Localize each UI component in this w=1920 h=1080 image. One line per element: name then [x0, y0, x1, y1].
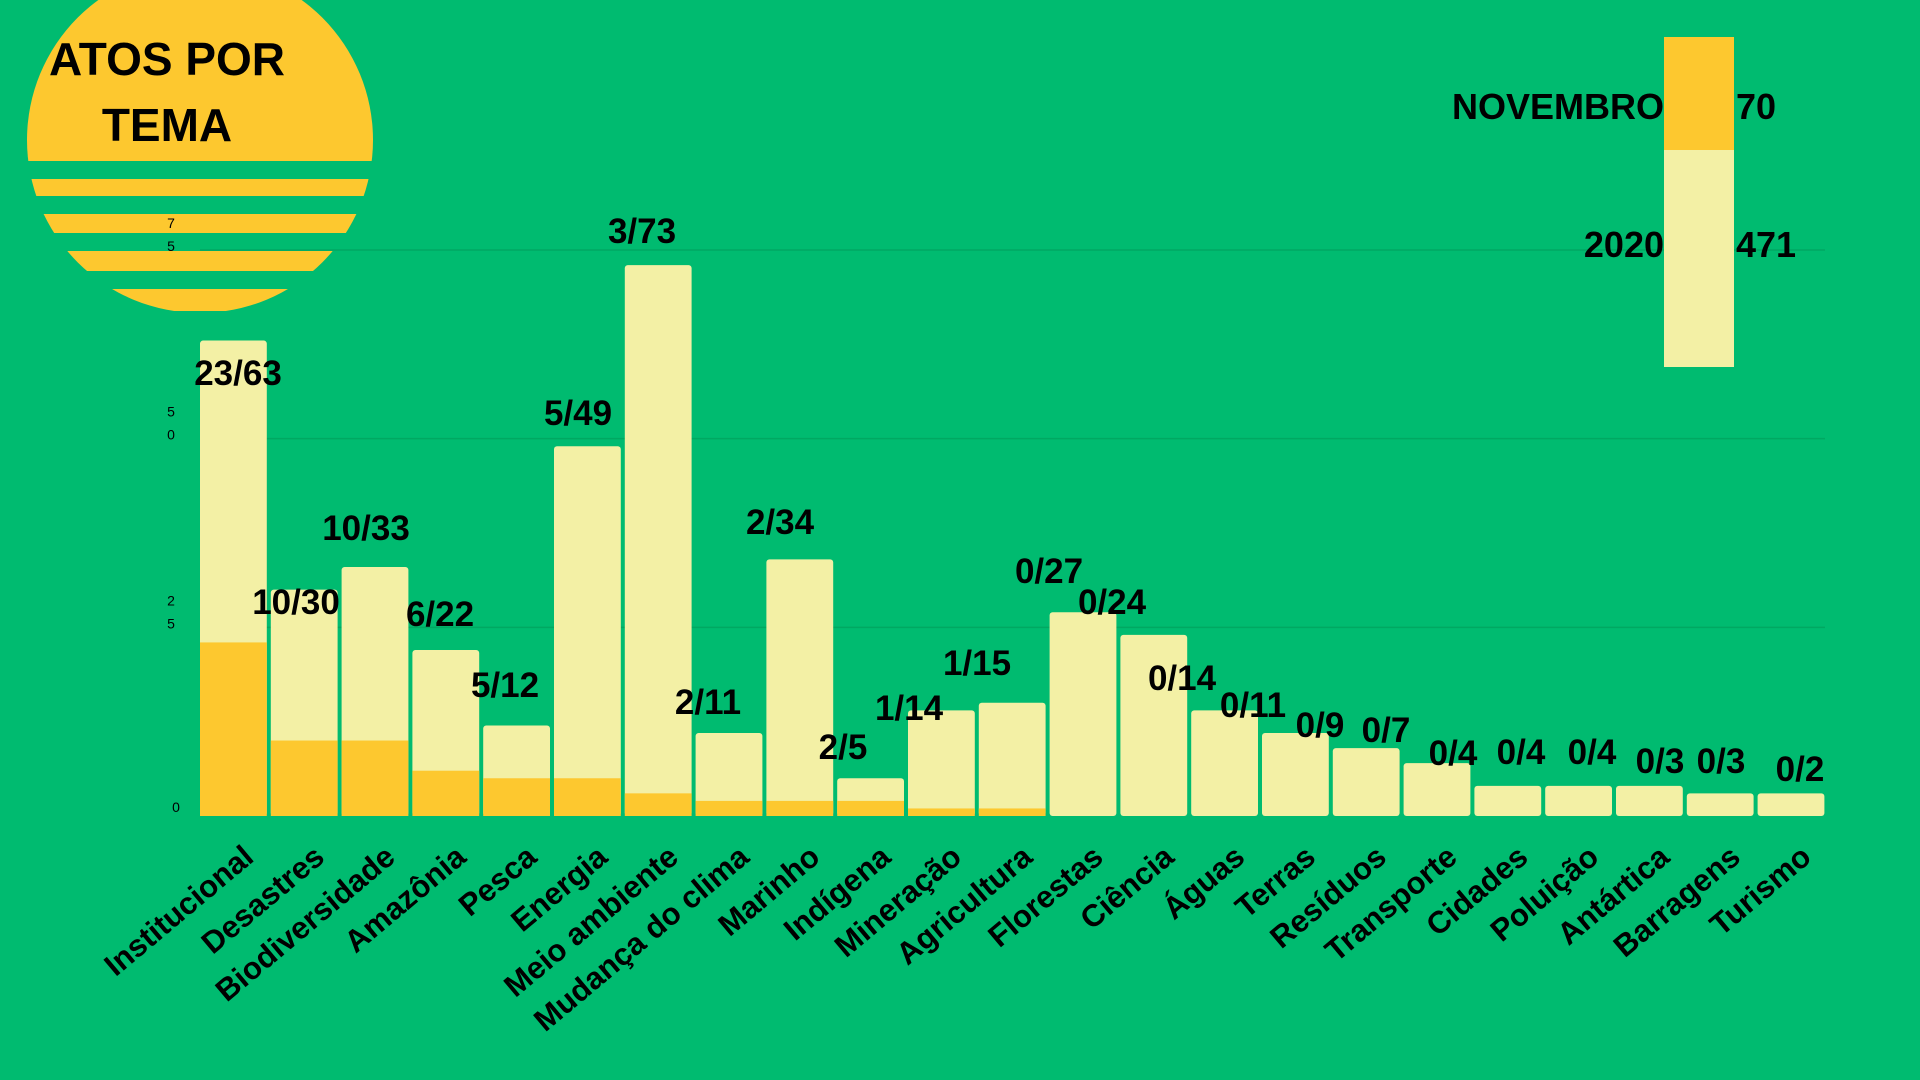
bar-5 [554, 446, 621, 816]
data-label: 2/34 [746, 503, 815, 542]
bar-total [1757, 793, 1825, 816]
bar-13 [1120, 634, 1188, 816]
data-label: 0/24 [1078, 583, 1147, 622]
bar-1 [270, 589, 338, 816]
bar-november [766, 800, 834, 816]
bar-total [695, 732, 763, 816]
bar-17 [1403, 763, 1471, 816]
bar-2 [341, 566, 409, 816]
bar-total [1403, 763, 1471, 816]
data-label: 0/4 [1568, 733, 1617, 772]
title-line-1: ATOS POR [49, 33, 285, 85]
bar-november [341, 740, 409, 816]
data-label: 0/3 [1636, 742, 1685, 781]
bar-november [554, 778, 621, 816]
bar-total [1332, 748, 1400, 816]
bar-november [837, 800, 904, 816]
bar-total [766, 559, 834, 816]
data-label: 0/4 [1429, 734, 1478, 773]
bar-total [978, 702, 1046, 816]
bar-november [412, 770, 480, 816]
data-labels: 23/63 10/30 10/33 6/22 5/12 5/49 3/73 2/11 2/34 2… [194, 212, 1824, 789]
bar-14 [1191, 710, 1258, 816]
data-label: 2/11 [675, 683, 741, 722]
data-label: 3/73 [608, 212, 676, 251]
bars [200, 265, 1825, 816]
data-label: 10/33 [322, 509, 410, 548]
y-tick-label: 0 [172, 799, 180, 815]
bar-november [908, 808, 975, 816]
bar-0 [200, 340, 267, 816]
data-label: 0/3 [1697, 742, 1746, 781]
data-label: 0/4 [1497, 733, 1546, 772]
data-label: 0/2 [1776, 750, 1825, 789]
bar-total [624, 265, 692, 816]
bar-19 [1545, 785, 1612, 816]
bar-november [695, 800, 763, 816]
bar-15 [1262, 732, 1329, 816]
bar-total [1686, 793, 1754, 816]
bar-total [1262, 732, 1329, 816]
data-label: 0/11 [1220, 686, 1286, 725]
bar-22 [1757, 793, 1825, 816]
bar-november [200, 642, 267, 816]
bar-16 [1332, 748, 1400, 816]
legend-label: 2020 [1584, 224, 1664, 265]
legend-label: NOVEMBRO [1452, 86, 1664, 127]
bar-total [1545, 785, 1612, 816]
bar-20 [1616, 785, 1683, 816]
legend-value: 471 [1736, 224, 1796, 265]
chart-title: ATOS POR TEMA [22, 26, 312, 158]
bar-6 [624, 265, 692, 816]
bar-3 [412, 649, 480, 816]
bar-10 [908, 710, 975, 816]
data-label: 0/27 [1015, 552, 1083, 591]
data-label: 1/15 [943, 644, 1011, 683]
data-label: 6/22 [406, 595, 474, 634]
bar-12 [1049, 612, 1117, 816]
bar-november [978, 808, 1046, 816]
bar-4 [483, 725, 550, 816]
legend: NOVEMBRO 70 2020 471 [1452, 37, 1796, 367]
data-label: 5/12 [471, 666, 539, 705]
legend-swatch-2020 [1664, 150, 1734, 367]
bar-total [1616, 785, 1683, 816]
title-line-2: TEMA [101, 99, 233, 151]
data-label: 10/30 [252, 583, 340, 622]
category-label: Águas [1156, 839, 1251, 927]
data-label: 5/49 [544, 394, 612, 433]
legend-value: 70 [1736, 86, 1776, 127]
bar-11 [978, 702, 1046, 816]
data-label: 0/9 [1296, 706, 1345, 745]
data-label: 23/63 [194, 354, 282, 393]
category-labels: InstitucionalDesastresBiodiversidadeAmaz… [98, 838, 1818, 1038]
y-axis-ticks: 0 2 5 5 0 7 5 [167, 215, 180, 815]
bar-november [624, 793, 692, 816]
gridlines [200, 249, 1825, 629]
bar-total [554, 446, 621, 816]
bar-18 [1474, 785, 1542, 816]
bar-november [270, 740, 338, 816]
bar-total [908, 710, 975, 816]
bar-total [1120, 634, 1188, 816]
bar-total [1191, 710, 1258, 816]
bar-21 [1686, 793, 1754, 816]
bar-7 [695, 732, 763, 816]
bar-november [483, 778, 550, 816]
bar-8 [766, 559, 834, 816]
legend-swatch-november [1664, 37, 1734, 150]
data-label: 0/7 [1362, 711, 1411, 750]
data-label: 2/5 [819, 728, 868, 767]
bar-total [1049, 612, 1117, 816]
data-label: 1/14 [875, 689, 944, 728]
data-label: 0/14 [1148, 659, 1217, 698]
bar-total [1474, 785, 1542, 816]
bar-9 [837, 778, 904, 816]
